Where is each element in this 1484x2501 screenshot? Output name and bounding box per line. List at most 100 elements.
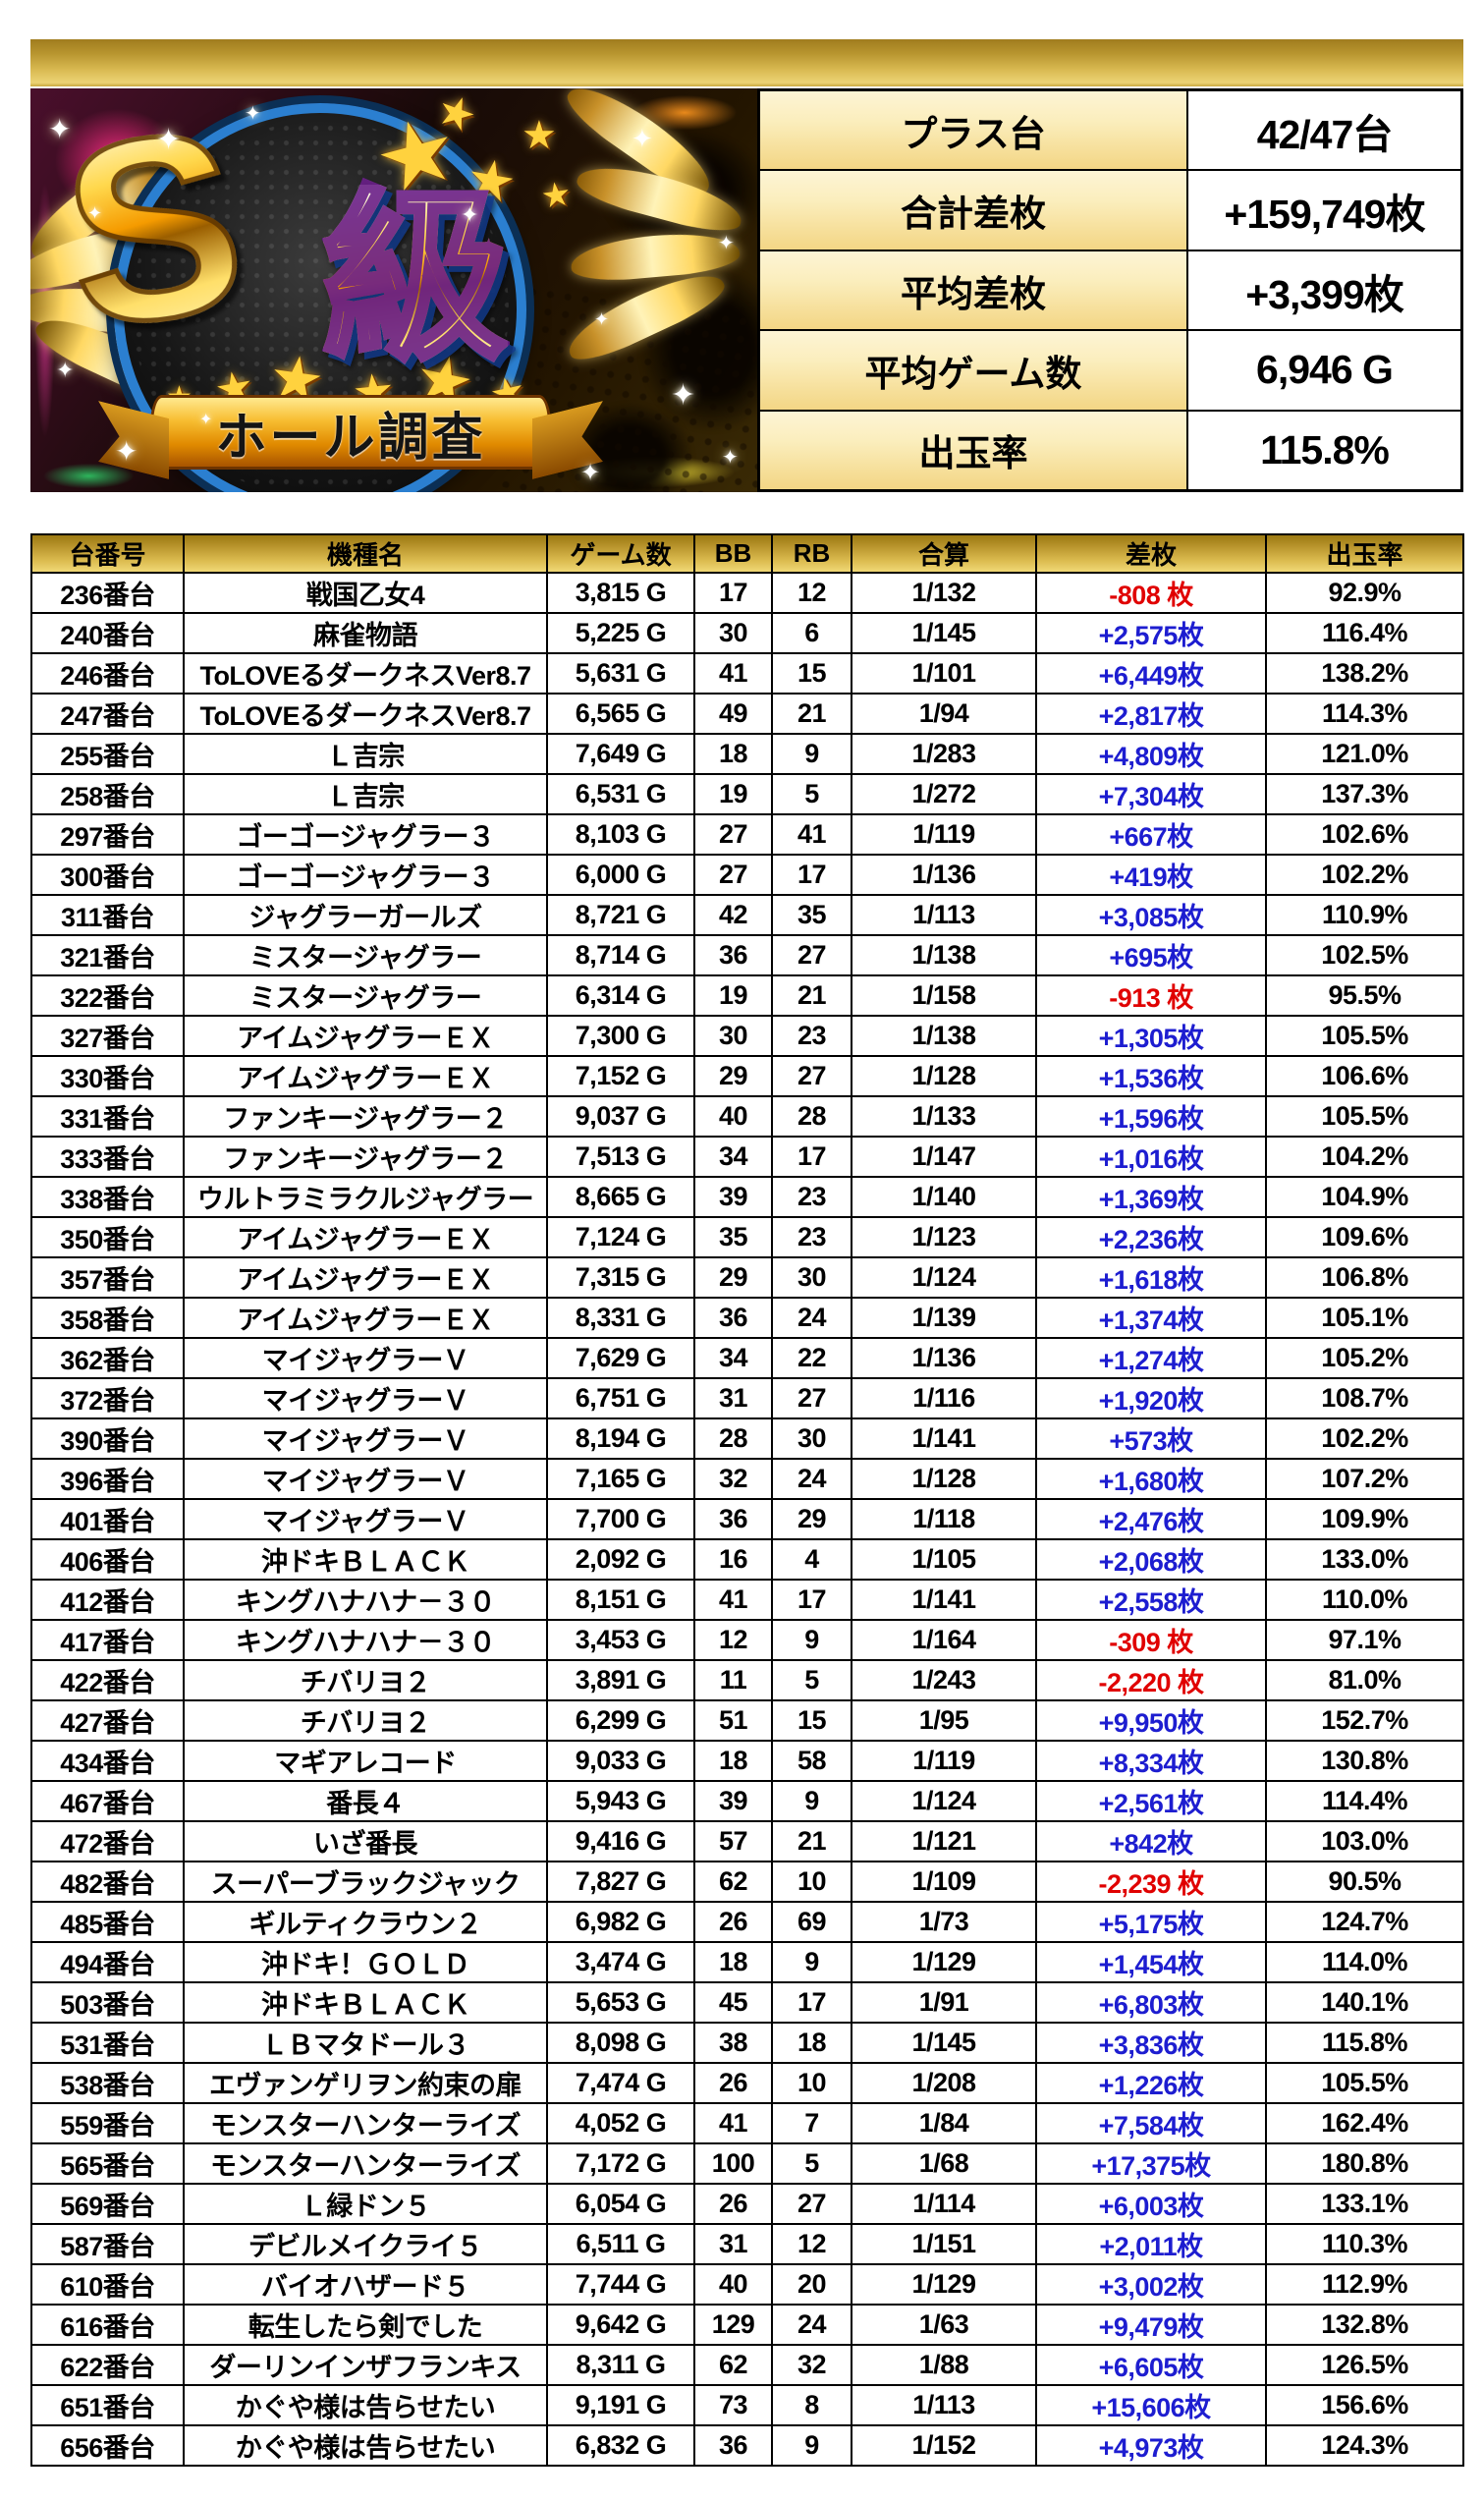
- cell-rate: 115.8%: [1265, 2022, 1464, 2064]
- cell-gassan: 1/136: [851, 854, 1037, 896]
- cell-rb: 17: [771, 854, 852, 896]
- cell-machine-name: アイムジャグラーＥＸ: [183, 1055, 548, 1097]
- cell-games: 7,172 G: [546, 2142, 695, 2185]
- cell-games: 3,891 G: [546, 1659, 695, 1701]
- cell-rate: 180.8%: [1265, 2142, 1464, 2185]
- cell-rate: 130.8%: [1265, 1740, 1464, 1782]
- cell-bb: 129: [693, 2304, 773, 2346]
- table-row: 559番台 モンスターハンターライズ 4,052 G 41 7 1/84 +7,584枚 16…: [30, 2102, 1464, 2144]
- cell-diff: +2,068枚: [1035, 1538, 1267, 1581]
- hero-title-kyu: 級: [320, 174, 511, 380]
- cell-diff: +15,606枚: [1035, 2384, 1267, 2426]
- cell-diff: +1,274枚: [1035, 1337, 1267, 1379]
- cell-bb: 26: [693, 1901, 773, 1943]
- cell-rb: 41: [771, 813, 852, 856]
- cell-rb: 6: [771, 612, 852, 654]
- cell-gassan: 1/129: [851, 2263, 1037, 2306]
- cell-diff: +842枚: [1035, 1820, 1267, 1862]
- results-table: 台番号 機種名 ゲーム数 BB RB 合算 差枚 出玉率 236番台 戦国乙女4 3…: [30, 533, 1464, 2467]
- cell-bb: 45: [693, 1981, 773, 2024]
- cell-bb: 30: [693, 612, 773, 654]
- cell-gassan: 1/101: [851, 652, 1037, 695]
- cell-machine-no: 236番台: [30, 572, 185, 614]
- cell-games: 7,629 G: [546, 1337, 695, 1379]
- cell-gassan: 1/91: [851, 1981, 1037, 2024]
- cell-bb: 36: [693, 1498, 773, 1540]
- cell-machine-no: 427番台: [30, 1699, 185, 1742]
- table-row: 434番台 マギアレコード 9,033 G 18 58 1/119 +8,334枚 130.8…: [30, 1740, 1464, 1782]
- cell-gassan: 1/133: [851, 1095, 1037, 1138]
- cell-machine-no: 358番台: [30, 1297, 185, 1339]
- cell-rb: 30: [771, 1256, 852, 1299]
- summary-label: 合計差枚: [760, 171, 1188, 250]
- cell-rb: 15: [771, 1699, 852, 1742]
- cell-rate: 132.8%: [1265, 2304, 1464, 2346]
- cell-rate: 114.3%: [1265, 693, 1464, 735]
- cell-gassan: 1/128: [851, 1458, 1037, 1500]
- cell-rate: 124.7%: [1265, 1901, 1464, 1943]
- cell-gassan: 1/145: [851, 2022, 1037, 2064]
- summary-label: 平均ゲーム数: [760, 331, 1188, 410]
- cell-machine-name: アイムジャグラーＥＸ: [183, 1256, 548, 1299]
- cell-bb: 36: [693, 2424, 773, 2467]
- cell-rate: 140.1%: [1265, 1981, 1464, 2024]
- cell-machine-no: 559番台: [30, 2102, 185, 2144]
- cell-bb: 36: [693, 934, 773, 976]
- table-row: 565番台 モンスターハンターライズ 7,172 G 100 5 1/68 +17,375枚…: [30, 2142, 1464, 2185]
- hero-banner-image: S 級 ホール調査 ★★★★★★★★★★★✦✦✦✦✦✦✦✦✦✦✦✦✦✦: [30, 88, 757, 492]
- cell-rb: 20: [771, 2263, 852, 2306]
- table-row: 311番台 ジャグラーガールズ 8,721 G 42 35 1/113 +3,085枚 110…: [30, 894, 1464, 936]
- cell-machine-name: マイジャグラーＶ: [183, 1498, 548, 1540]
- cell-diff: +2,558枚: [1035, 1579, 1267, 1621]
- hero-title-s: S: [46, 88, 261, 385]
- header-bb: BB: [693, 533, 773, 574]
- cell-bb: 34: [693, 1337, 773, 1379]
- cell-machine-name: ウルトラミラクルジャグラー: [183, 1176, 548, 1218]
- cell-gassan: 1/123: [851, 1216, 1037, 1258]
- cell-bb: 40: [693, 2263, 773, 2306]
- cell-bb: 28: [693, 1417, 773, 1460]
- cell-diff: +1,536枚: [1035, 1055, 1267, 1097]
- cell-diff: +419枚: [1035, 854, 1267, 896]
- cell-gassan: 1/63: [851, 2304, 1037, 2346]
- cell-bb: 29: [693, 1256, 773, 1299]
- cell-machine-name: ToLOVEるダークネスVer8.7: [183, 652, 548, 695]
- cell-gassan: 1/121: [851, 1820, 1037, 1862]
- cell-machine-name: アイムジャグラーＥＸ: [183, 1297, 548, 1339]
- cell-games: 8,311 G: [546, 2344, 695, 2386]
- cell-rb: 8: [771, 2384, 852, 2426]
- sparkle-icon: ✦: [245, 103, 261, 125]
- cell-machine-name: Ｌ吉宗: [183, 733, 548, 775]
- cell-rb: 15: [771, 652, 852, 695]
- cell-machine-no: 610番台: [30, 2263, 185, 2306]
- cell-machine-name: アイムジャグラーＥＸ: [183, 1216, 548, 1258]
- cell-rb: 9: [771, 733, 852, 775]
- cell-machine-no: 350番台: [30, 1216, 185, 1258]
- cell-bb: 11: [693, 1659, 773, 1701]
- cell-diff: +17,375枚: [1035, 2142, 1267, 2185]
- summary-label: 平均差枚: [760, 250, 1188, 330]
- table-row: 412番台 キングハナハナ－３０ 8,151 G 41 17 1/141 +2,558枚 11…: [30, 1579, 1464, 1621]
- cell-games: 7,513 G: [546, 1136, 695, 1178]
- cell-bb: 35: [693, 1216, 773, 1258]
- cell-machine-name: 番長４: [183, 1780, 548, 1822]
- cell-bb: 42: [693, 894, 773, 936]
- cell-gassan: 1/145: [851, 612, 1037, 654]
- cell-diff: +2,476枚: [1035, 1498, 1267, 1540]
- cell-diff: +7,304枚: [1035, 773, 1267, 815]
- cell-rb: 9: [771, 2424, 852, 2467]
- cell-games: 8,714 G: [546, 934, 695, 976]
- cell-rate: 102.6%: [1265, 813, 1464, 856]
- cell-games: 6,511 G: [546, 2223, 695, 2265]
- cell-machine-name: かぐや様は告らせたい: [183, 2384, 548, 2426]
- cell-gassan: 1/243: [851, 1659, 1037, 1701]
- cell-gassan: 1/113: [851, 894, 1037, 936]
- cell-bb: 26: [693, 2183, 773, 2225]
- cell-rate: 105.5%: [1265, 1095, 1464, 1138]
- cell-diff: -2,239 枚: [1035, 1861, 1267, 1903]
- cell-diff: +6,605枚: [1035, 2344, 1267, 2386]
- cell-rate: 106.6%: [1265, 1055, 1464, 1097]
- summary-value: 6,946 G: [1188, 331, 1460, 410]
- cell-bb: 39: [693, 1780, 773, 1822]
- cell-gassan: 1/136: [851, 1337, 1037, 1379]
